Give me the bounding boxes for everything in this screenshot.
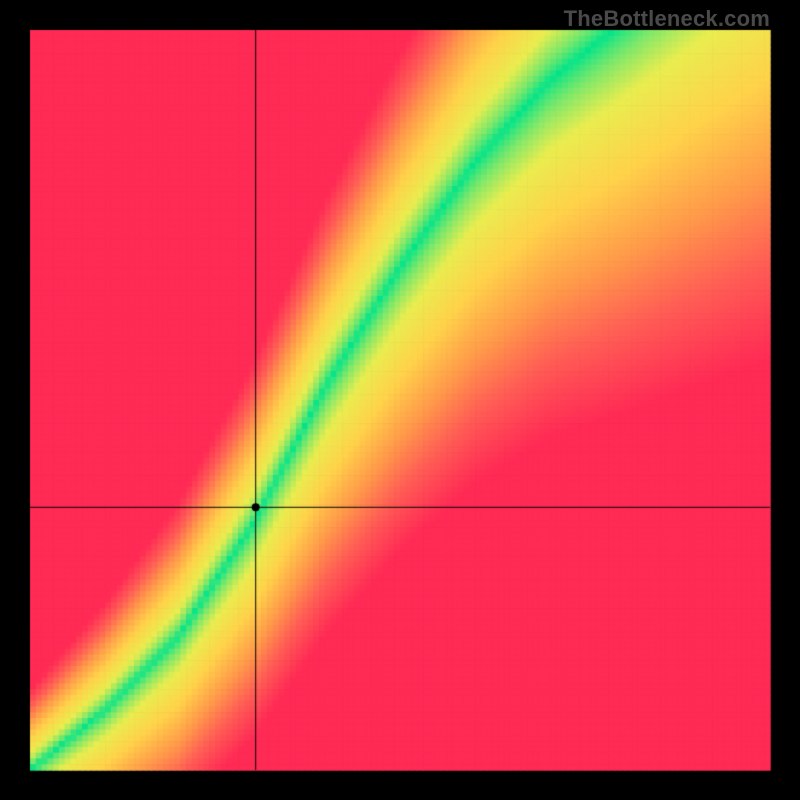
watermark-text: TheBottleneck.com [564,6,770,32]
bottleneck-heatmap [0,0,800,800]
chart-container: { "watermark": { "text": "TheBottleneck.… [0,0,800,800]
